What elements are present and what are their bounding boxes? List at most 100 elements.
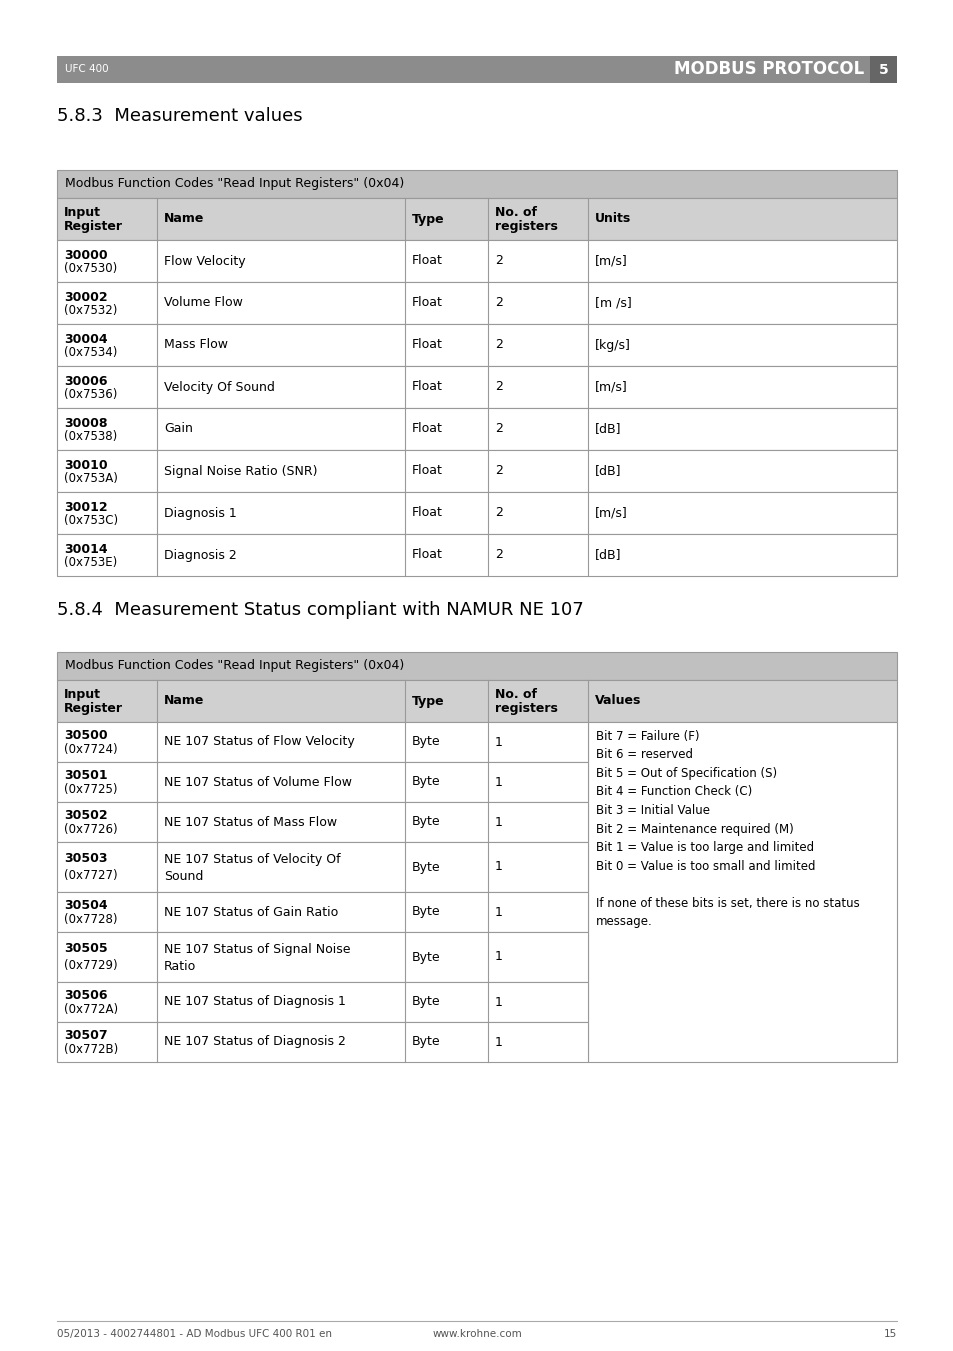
Text: 2: 2	[495, 423, 502, 435]
Text: (0x753E): (0x753E)	[64, 557, 117, 569]
Text: Byte: Byte	[412, 861, 440, 874]
Text: No. of: No. of	[495, 688, 537, 701]
Text: 30012: 30012	[64, 501, 108, 513]
Text: 1: 1	[495, 735, 502, 748]
Text: 5: 5	[878, 62, 887, 77]
Text: [m /s]: [m /s]	[595, 296, 631, 309]
Text: Diagnosis 1: Diagnosis 1	[164, 507, 236, 520]
Text: (0x7532): (0x7532)	[64, 304, 117, 317]
Bar	[57, 55, 896, 82]
Text: [m/s]: [m/s]	[595, 254, 627, 267]
Text: Name: Name	[164, 212, 204, 226]
Bar	[57, 653, 896, 680]
Text: Byte: Byte	[412, 905, 440, 919]
Bar	[57, 1021, 587, 1062]
Bar	[57, 932, 587, 982]
Bar	[57, 842, 587, 892]
Text: 30004: 30004	[64, 332, 108, 346]
Text: 30501: 30501	[64, 769, 108, 782]
Text: 2: 2	[495, 507, 502, 520]
Text: 30000: 30000	[64, 249, 108, 262]
Text: Byte: Byte	[412, 775, 440, 789]
Bar	[57, 680, 896, 721]
Text: [m/s]: [m/s]	[595, 507, 627, 520]
Text: Float: Float	[412, 381, 442, 393]
Text: 30502: 30502	[64, 809, 108, 823]
Text: Byte: Byte	[412, 816, 440, 828]
Text: Float: Float	[412, 254, 442, 267]
Text: 1: 1	[495, 1035, 502, 1048]
Text: NE 107 Status of Diagnosis 1: NE 107 Status of Diagnosis 1	[164, 996, 346, 1008]
Text: (0x7725): (0x7725)	[64, 782, 117, 796]
Text: 15: 15	[882, 1329, 896, 1339]
Text: Modbus Function Codes "Read Input Registers" (0x04): Modbus Function Codes "Read Input Regist…	[65, 659, 404, 673]
Text: 1: 1	[495, 996, 502, 1008]
Text: Mass Flow: Mass Flow	[164, 339, 228, 351]
Text: 30507: 30507	[64, 1029, 108, 1042]
Text: 30008: 30008	[64, 416, 108, 430]
Text: 2: 2	[495, 296, 502, 309]
Text: [m/s]: [m/s]	[595, 381, 627, 393]
Text: (0x772A): (0x772A)	[64, 1002, 118, 1016]
Text: (0x7728): (0x7728)	[64, 913, 117, 925]
Text: Float: Float	[412, 465, 442, 477]
Text: [dB]: [dB]	[595, 465, 620, 477]
Text: registers: registers	[495, 220, 558, 234]
Text: No. of: No. of	[495, 207, 537, 219]
Text: 05/2013 - 4002744801 - AD Modbus UFC 400 R01 en: 05/2013 - 4002744801 - AD Modbus UFC 400…	[57, 1329, 332, 1339]
Text: 30006: 30006	[64, 374, 108, 388]
Text: registers: registers	[495, 703, 558, 715]
Text: 30504: 30504	[64, 900, 108, 912]
Bar	[57, 762, 587, 802]
Text: Float: Float	[412, 549, 442, 562]
Text: (0x7724): (0x7724)	[64, 743, 117, 755]
Text: 2: 2	[495, 549, 502, 562]
Text: Register: Register	[64, 220, 123, 234]
Text: NE 107 Status of Diagnosis 2: NE 107 Status of Diagnosis 2	[164, 1035, 346, 1048]
Text: [dB]: [dB]	[595, 549, 620, 562]
Text: Modbus Function Codes "Read Input Registers" (0x04): Modbus Function Codes "Read Input Regist…	[65, 177, 404, 190]
Bar	[57, 199, 896, 240]
Text: Diagnosis 2: Diagnosis 2	[164, 549, 236, 562]
Text: Register: Register	[64, 703, 123, 715]
Bar	[57, 492, 896, 534]
Bar	[57, 982, 587, 1021]
Text: (0x7538): (0x7538)	[64, 430, 117, 443]
Text: (0x7536): (0x7536)	[64, 388, 117, 401]
Text: [kg/s]: [kg/s]	[595, 339, 630, 351]
Text: Byte: Byte	[412, 996, 440, 1008]
Text: NE 107 Status of Volume Flow: NE 107 Status of Volume Flow	[164, 775, 352, 789]
Text: NE 107 Status of Gain Ratio: NE 107 Status of Gain Ratio	[164, 905, 338, 919]
Bar	[57, 721, 587, 762]
Text: 1: 1	[495, 905, 502, 919]
Text: (0x7534): (0x7534)	[64, 346, 117, 359]
Bar	[587, 721, 896, 1062]
Text: NE 107 Status of Velocity Of: NE 107 Status of Velocity Of	[164, 852, 340, 866]
Text: Byte: Byte	[412, 735, 440, 748]
Text: Name: Name	[164, 694, 204, 708]
Text: Bit 7 = Failure (F)
Bit 6 = reserved
Bit 5 = Out of Specification (S)
Bit 4 = Fu: Bit 7 = Failure (F) Bit 6 = reserved Bit…	[596, 730, 859, 928]
Text: (0x772B): (0x772B)	[64, 1043, 118, 1055]
Text: 1: 1	[495, 951, 502, 963]
Text: (0x7726): (0x7726)	[64, 823, 117, 836]
Text: 2: 2	[495, 339, 502, 351]
Text: 1: 1	[495, 816, 502, 828]
Text: 1: 1	[495, 775, 502, 789]
Text: (0x753C): (0x753C)	[64, 515, 118, 527]
Text: Byte: Byte	[412, 1035, 440, 1048]
Text: Units: Units	[595, 212, 631, 226]
Text: Float: Float	[412, 507, 442, 520]
Text: NE 107 Status of Flow Velocity: NE 107 Status of Flow Velocity	[164, 735, 355, 748]
Text: (0x7530): (0x7530)	[64, 262, 117, 276]
Text: www.krohne.com: www.krohne.com	[432, 1329, 521, 1339]
Text: 30010: 30010	[64, 458, 108, 471]
Text: 30500: 30500	[64, 730, 108, 742]
Bar	[57, 802, 587, 842]
Text: Input: Input	[64, 207, 101, 219]
Text: 30014: 30014	[64, 543, 108, 555]
Bar	[57, 366, 896, 408]
Bar	[57, 534, 896, 576]
Text: Volume Flow: Volume Flow	[164, 296, 243, 309]
Text: 30505: 30505	[64, 943, 108, 955]
Text: 2: 2	[495, 254, 502, 267]
